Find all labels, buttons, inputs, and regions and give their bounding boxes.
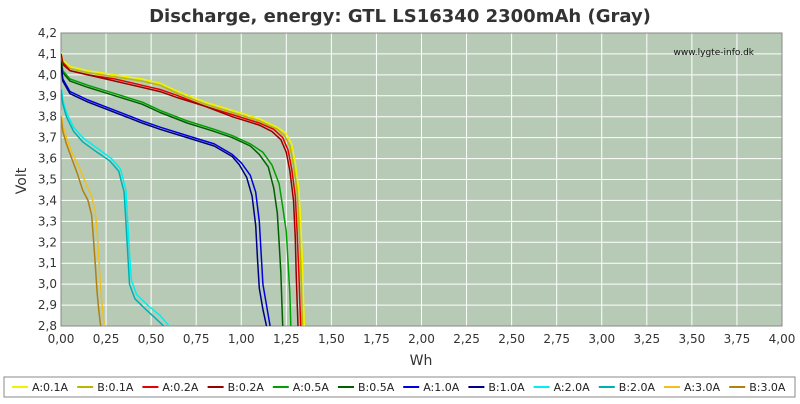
x-tick-label: 3,25	[633, 332, 660, 346]
x-tick-label: 0,25	[93, 332, 120, 346]
x-tick-label: 3,75	[724, 332, 751, 346]
legend-label: A:2.0A	[554, 381, 591, 394]
y-tick-label: 3,5	[38, 173, 57, 187]
x-tick-label: 0,75	[183, 332, 210, 346]
y-tick-label: 3,2	[38, 235, 57, 249]
y-tick-label: 2,9	[38, 298, 57, 312]
y-tick-label: 3,3	[38, 214, 57, 228]
x-tick-label: 2,75	[543, 332, 570, 346]
series-line	[61, 62, 271, 326]
watermark: www.lygte-info.dk	[674, 48, 755, 58]
plot-border	[60, 32, 783, 327]
tick-labels: 0,00 0,25 0,50 0,75 1,00 1,25 1,50 1,75 2,00 2,25…	[38, 26, 795, 346]
x-tick-label: 3,00	[588, 332, 615, 346]
series-line	[61, 57, 292, 326]
x-tick-label: 3,50	[679, 332, 706, 346]
x-tick-label: 1,75	[363, 332, 390, 346]
legend-label: B:2.0A	[619, 381, 656, 394]
y-tick-label: 3,6	[38, 152, 57, 166]
x-tick-label: 1,25	[273, 332, 300, 346]
legend-label: B:0.1A	[97, 381, 134, 394]
y-tick-label: 4,0	[38, 68, 57, 82]
y-axis-label: Volt	[14, 167, 30, 194]
x-tick-label: 0,00	[48, 332, 75, 346]
series-line	[61, 85, 170, 326]
legend-box	[3, 376, 796, 398]
legend-label: B:0.2A	[228, 381, 265, 394]
series-line	[61, 116, 102, 326]
series-group	[61, 51, 306, 326]
x-tick-label: 2,50	[498, 332, 525, 346]
y-tick-label: 3,4	[38, 193, 57, 207]
series-line	[61, 64, 268, 326]
series-line	[61, 89, 165, 326]
legend-label: B:0.5A	[358, 381, 395, 394]
y-tick-label: 2,8	[38, 319, 57, 333]
series-line	[61, 51, 306, 326]
x-tick-label: 2,25	[453, 332, 480, 346]
series-line	[61, 53, 304, 326]
series-line	[61, 53, 299, 326]
chart-title: Discharge, energy: GTL LS16340 2300mAh (…	[149, 6, 651, 27]
y-tick-label: 3,0	[38, 277, 57, 291]
series-line	[61, 60, 284, 326]
y-tick-label: 3,9	[38, 89, 57, 103]
x-tick-label: 1,00	[228, 332, 255, 346]
y-tick-label: 3,1	[38, 256, 57, 270]
x-axis-label: Wh	[410, 353, 433, 369]
legend-label: A:0.5A	[293, 381, 330, 394]
y-tick-label: 4,2	[38, 26, 57, 40]
x-tick-label: 2,00	[408, 332, 435, 346]
y-tick-label: 4,1	[38, 47, 57, 61]
legend: A:0.1A B:0.1A A:0.2A B:0.2A A:0.5A B:0.5A A:1.…	[3, 376, 796, 398]
y-tick-label: 3,7	[38, 131, 57, 145]
x-tick-label: 4,00	[769, 332, 796, 346]
legend-label: A:1.0A	[423, 381, 460, 394]
legend-label: A:0.1A	[32, 381, 69, 394]
x-tick-label: 1,50	[318, 332, 345, 346]
y-tick-label: 3,8	[38, 110, 57, 124]
legend-label: B:3.0A	[749, 381, 786, 394]
legend-label: A:3.0A	[684, 381, 721, 394]
legend-label: A:0.2A	[162, 381, 199, 394]
series-line	[61, 110, 106, 326]
legend-label: B:1.0A	[488, 381, 525, 394]
x-tick-label: 0,50	[138, 332, 165, 346]
